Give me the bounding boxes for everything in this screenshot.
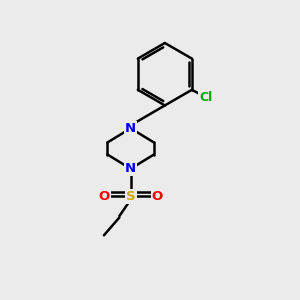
Text: N: N	[125, 122, 136, 135]
Text: N: N	[125, 162, 136, 175]
Text: O: O	[152, 190, 163, 202]
Text: S: S	[126, 190, 136, 202]
Text: O: O	[98, 190, 110, 202]
Text: Cl: Cl	[200, 92, 213, 104]
